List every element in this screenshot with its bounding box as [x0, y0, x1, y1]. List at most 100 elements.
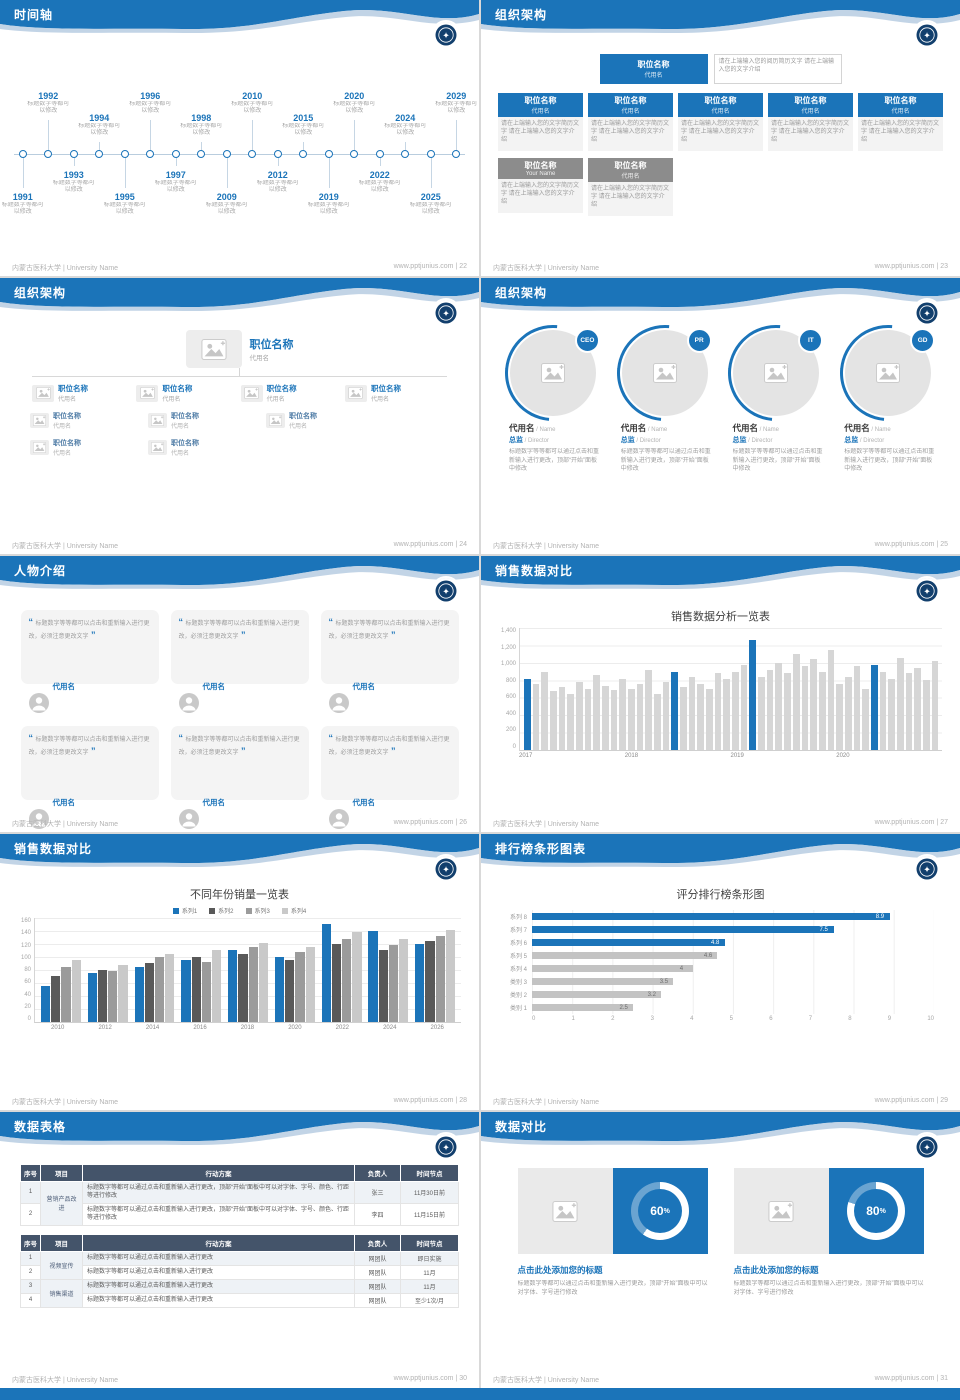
ranking-row: 系列 7 7.5: [481, 923, 960, 936]
table-header-cell: 项目: [40, 1233, 83, 1252]
timeline-axis: [14, 154, 465, 155]
org-box-subtitle: 代用名: [531, 109, 550, 115]
close-quote-icon: ”: [388, 746, 396, 757]
ranking-value: 3.2: [647, 991, 656, 998]
member-role: 总监 / Director: [844, 435, 944, 445]
org-member-photo: PR: [597, 305, 733, 441]
x-tick-label: 2012: [98, 1025, 112, 1031]
table-header-cell: 行动方案: [82, 1164, 355, 1182]
org-box: 职位名称 代用名 请在上端输入您的文字简历文字 请在上端输入您的文字介绍: [678, 93, 763, 151]
org-leaf-text: 职位名称 代用名: [171, 411, 199, 430]
slide-25-org-circles: 组织架构 ✦ CEO 代用名 / Name 总监 / Director 标题数字等等都可以…: [481, 278, 960, 554]
footer-organization: 内蒙古医科大学 | University Name: [493, 821, 600, 828]
member-role: 总监 / Director: [621, 435, 721, 445]
timeline-year: 2015: [293, 113, 314, 123]
person-card: “ 标题数字等等都可以点击和重新输入进行更改，必须注意更改文字 ” 代用名: [20, 610, 159, 715]
bar: [732, 672, 739, 750]
university-logo-icon: ✦: [914, 856, 940, 882]
org-leaf-subtitle: 代用名: [53, 451, 72, 457]
timeline-stem: [303, 142, 305, 154]
member-desc: 标题数字等等都可以通过点击和重新输入进行更改，顶部“开始”面板中修改: [509, 449, 600, 473]
org-box-header: 职位名称 代用名: [498, 93, 583, 117]
org-leaf-photo: [266, 413, 285, 428]
bar: [671, 672, 679, 750]
timeline-dot: [120, 150, 129, 158]
timeline-label: 2025 标题数字等都可以修改: [410, 192, 452, 217]
chart-title: 不同年份销量一览表: [190, 889, 289, 901]
org-child-text: 职位名称 代用名: [58, 383, 88, 403]
open-quote-icon: “: [178, 733, 186, 743]
bar: [558, 687, 566, 750]
card-description: 标题数字等都可以通过点击和重新输入进行更改，顶部“开始”面板中可以对字体、字号进…: [733, 1281, 924, 1296]
x-tick-label: 2019: [730, 753, 744, 759]
ranking-bar-area: 3.5: [532, 975, 934, 988]
timeline-dot: [18, 150, 27, 158]
org-box-desc: 请在上端输入您的文字简历文字 请在上端输入您的文字介绍: [678, 117, 763, 151]
timeline-year: 2029: [446, 91, 467, 101]
org-box-desc: 请在上端输入您的文字简历文字 请在上端输入您的文字介绍: [858, 117, 943, 151]
cell-no: 2: [20, 1202, 41, 1226]
x-tick-label: 10: [927, 1016, 934, 1022]
timeline-label: 1991 标题数字等都可以修改: [2, 192, 44, 217]
bar: [248, 947, 258, 1022]
member-badge: PR: [686, 328, 712, 353]
org-blue-box-row: 职位名称 代用名 请在上端输入您的文字简历文字 请在上端输入您的文字介绍 职位名称 代用…: [498, 93, 943, 151]
table-header-cell: 时间节点: [400, 1233, 459, 1252]
org-leaf-text: 职位名称 代用名: [171, 438, 199, 457]
org-box-subtitle: 代用名: [801, 109, 820, 115]
timeline-stem: [354, 120, 356, 154]
org-box-header: 职位名称 代用名: [678, 93, 763, 117]
person-card: “ 标题数字等等都可以点击和重新输入进行更改，必须注意更改文字 ” 代用名: [20, 726, 159, 831]
person-name: 代用名: [202, 682, 226, 691]
open-quote-icon: “: [328, 733, 336, 743]
bar: [550, 691, 557, 750]
slide-header: 数据表格 ✦: [0, 1112, 479, 1164]
org-leaf-subtitle: 代用名: [53, 424, 72, 430]
ranking-bar: [532, 978, 673, 985]
image-placeholder-icon: [35, 387, 51, 399]
donut-percent-value: 80: [866, 1204, 880, 1218]
timeline-caption: 标题数字等都可以修改: [358, 180, 401, 194]
timeline-year: 1995: [114, 192, 135, 202]
slide-content: 职位名称 代用名 请在上端输入您的阅历简历文字 请在上端输入您的文字介绍 职位名称 代用…: [481, 48, 960, 266]
timeline-stem: [430, 154, 432, 188]
timeline-year: 2020: [344, 91, 365, 101]
slide-31-donuts: 数据对比 ✦ 60% 点击此处添加您的标题 标题数字等都可以通过点击和重新输入进行更改，…: [481, 1112, 960, 1388]
org-leaf-photo: [148, 413, 167, 428]
bar: [810, 659, 817, 750]
slide-footer: 内蒙古医科大学 | University Name www.pptjunius.c…: [493, 1375, 948, 1385]
image-placeholder-icon: [200, 338, 227, 360]
cell-no: 4: [20, 1292, 41, 1308]
bar: [541, 672, 549, 750]
university-logo-icon: ✦: [914, 578, 940, 604]
table-header-cell: 时间节点: [400, 1164, 459, 1182]
org-box-title: 职位名称: [614, 161, 647, 170]
bar: [827, 650, 835, 750]
slide-footer: 内蒙古医科大学 | University Name www.pptjunius.c…: [12, 1375, 467, 1385]
footer-organization: 内蒙古医科大学 | University Name: [12, 1377, 119, 1384]
org-box-desc: 请在上端输入您的文字简历文字 请在上端输入您的文字介绍: [588, 117, 673, 151]
member-name-cn: 代用名: [844, 423, 870, 433]
slide-29-chart-ranking: 排行榜条形图表 ✦ 评分排行榜条形图 系列 8 8.9 系列 7 7.5 系列 6 4.8 系列 …: [481, 834, 960, 1110]
table-row: 1 视频宣传 标题数字等都可以通过点击和重新输入进行更改 网团队 即日实施: [20, 1250, 459, 1280]
timeline-caption: 标题数字等都可以修改: [333, 101, 376, 115]
org-box-subtitle: 代用名: [644, 73, 663, 79]
person-name: 代用名: [202, 798, 226, 807]
timeline-dot: [146, 150, 155, 158]
donut-center: 60%: [638, 1189, 682, 1233]
header-wave-shape: [0, 556, 479, 590]
org-children-row: 职位名称 代用名 职位名称 代用名 职位名称 代用名 职位名称 代用名: [32, 376, 447, 403]
y-tick-label: 0: [512, 743, 516, 750]
timeline-caption: 标题数字等都可以修改: [409, 202, 452, 216]
bar: [71, 960, 81, 1022]
person-avatar: [26, 691, 51, 715]
org-child: 职位名称 代用名: [344, 383, 447, 403]
ranking-label: 系列 6: [509, 941, 527, 947]
bar: [610, 690, 618, 750]
chart-x-labels: 2010 2012 2014 2016 2018 2020 2022 2024 2026: [34, 1025, 461, 1031]
table-header-cell: 序号: [20, 1233, 41, 1252]
org-member-photo: CEO: [485, 305, 621, 441]
org-child-text: 职位名称 代用名: [267, 383, 297, 403]
bar-group: [134, 918, 175, 1022]
timeline-label: 2010 标题数字等都可以修改: [231, 91, 273, 116]
